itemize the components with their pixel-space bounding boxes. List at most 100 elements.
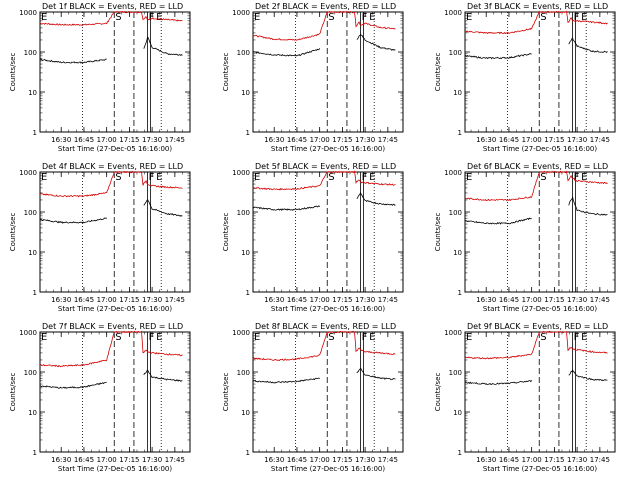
series-line — [39, 35, 183, 64]
series-line — [464, 170, 608, 202]
marker-label: E — [369, 172, 375, 183]
marker-label: F — [149, 12, 155, 23]
x-tick-label: 17:00 — [522, 136, 542, 144]
series-line — [464, 195, 608, 225]
marker-label: S — [540, 332, 546, 343]
series-line — [39, 170, 183, 198]
y-tick-label: 1000 — [444, 9, 462, 17]
x-tick-label: 16:45 — [74, 136, 94, 144]
chart-title: Det 6f BLACK = Events, RED = LLD — [467, 162, 608, 171]
x-tick-label: 16:45 — [287, 136, 307, 144]
chart-title: Det 9f BLACK = Events, RED = LLD — [467, 322, 608, 331]
y-tick-label: 1000 — [444, 169, 462, 177]
y-tick-label: 10 — [28, 249, 37, 257]
x-tick-label: 17:45 — [165, 136, 185, 144]
series-line — [39, 10, 183, 26]
marker-label: E — [156, 172, 162, 183]
y-tick-label: 1000 — [19, 329, 37, 337]
marker-label: F — [362, 172, 368, 183]
y-tick-label: 1000 — [19, 169, 37, 177]
x-tick-label: 17:45 — [590, 456, 610, 464]
x-tick-label: 16:45 — [499, 456, 519, 464]
x-tick-label: 17:00 — [97, 136, 117, 144]
marker-label: S — [115, 12, 121, 23]
x-tick-label: 17:45 — [165, 296, 185, 304]
series-line — [464, 330, 608, 360]
plot-frame — [252, 11, 404, 133]
x-tick-label: 17:30 — [567, 136, 587, 144]
y-tick-label: 1 — [458, 289, 462, 297]
x-axis-label: Start Time (27-Dec-05 16:16:00) — [58, 305, 172, 313]
x-tick-label: 16:45 — [287, 296, 307, 304]
marker-label: E — [581, 172, 587, 183]
x-tick-label: 16:30 — [264, 296, 284, 304]
x-tick-label: 17:30 — [355, 456, 375, 464]
chart-panel: Det 8f BLACK = Events, RED = LLD 1 10 100 10… — [222, 322, 404, 473]
marker-label: S — [540, 172, 546, 183]
x-tick-label: 17:30 — [142, 296, 162, 304]
y-axis-label: Counts/sec — [222, 213, 230, 252]
x-tick-label: 17:45 — [590, 136, 610, 144]
y-tick-label: 10 — [241, 249, 250, 257]
x-tick-label: 16:45 — [74, 456, 94, 464]
x-tick-label: 16:45 — [499, 136, 519, 144]
y-tick-label: 1 — [33, 129, 37, 137]
series-line — [464, 369, 608, 386]
series-line — [464, 37, 608, 60]
x-tick-label: 17:30 — [355, 136, 375, 144]
y-axis-label: Counts/sec — [434, 373, 442, 412]
series-line — [39, 369, 183, 389]
y-tick-label: 1000 — [232, 329, 250, 337]
marker-label: E — [369, 332, 375, 343]
chart-panel: Det 4f BLACK = Events, RED = LLD 1 10 100 10… — [9, 162, 191, 313]
y-tick-label: 1 — [246, 289, 250, 297]
marker-label: F — [149, 332, 155, 343]
marker-label: E — [466, 172, 472, 183]
plot-frame — [252, 331, 404, 453]
y-tick-label: 10 — [241, 89, 250, 97]
y-tick-label: 1 — [33, 449, 37, 457]
x-tick-label: 16:30 — [51, 456, 71, 464]
x-tick-label: 17:15 — [119, 136, 139, 144]
y-axis-label: Counts/sec — [9, 213, 17, 252]
y-axis-label: Counts/sec — [9, 373, 17, 412]
y-tick-label: 10 — [453, 249, 462, 257]
x-tick-label: 17:00 — [310, 296, 330, 304]
marker-label: E — [254, 12, 260, 23]
chart-title: Det 5f BLACK = Events, RED = LLD — [255, 162, 396, 171]
x-tick-label: 17:30 — [355, 296, 375, 304]
y-tick-label: 1 — [458, 449, 462, 457]
x-tick-label: 16:30 — [51, 136, 71, 144]
x-axis-label: Start Time (27-Dec-05 16:16:00) — [271, 305, 385, 313]
marker-label: S — [328, 332, 334, 343]
y-tick-label: 1 — [246, 449, 250, 457]
marker-label: E — [41, 172, 47, 183]
marker-label: E — [581, 332, 587, 343]
plot-frame — [39, 331, 191, 453]
y-axis-label: Counts/sec — [222, 53, 230, 92]
x-axis-label: Start Time (27-Dec-05 16:16:00) — [271, 465, 385, 473]
chart-title: Det 1f BLACK = Events, RED = LLD — [42, 2, 183, 11]
marker-label: E — [369, 12, 375, 23]
y-axis-label: Counts/sec — [434, 213, 442, 252]
marker-label: S — [115, 332, 121, 343]
y-axis-label: Counts/sec — [222, 373, 230, 412]
x-axis-label: Start Time (27-Dec-05 16:16:00) — [58, 465, 172, 473]
x-tick-label: 17:30 — [142, 456, 162, 464]
y-tick-label: 100 — [449, 369, 462, 377]
x-tick-label: 17:15 — [332, 296, 352, 304]
y-tick-label: 10 — [453, 409, 462, 417]
y-tick-label: 1000 — [232, 9, 250, 17]
plot-frame — [252, 171, 404, 293]
y-tick-label: 100 — [24, 209, 37, 217]
marker-label: S — [328, 12, 334, 23]
marker-label: E — [156, 332, 162, 343]
x-tick-label: 16:30 — [51, 296, 71, 304]
y-tick-label: 10 — [28, 89, 37, 97]
series-line — [464, 10, 608, 35]
y-tick-label: 100 — [237, 209, 250, 217]
plot-frame — [464, 171, 616, 293]
marker-label: E — [466, 332, 472, 343]
plot-frame — [464, 331, 616, 453]
y-tick-label: 1000 — [444, 329, 462, 337]
